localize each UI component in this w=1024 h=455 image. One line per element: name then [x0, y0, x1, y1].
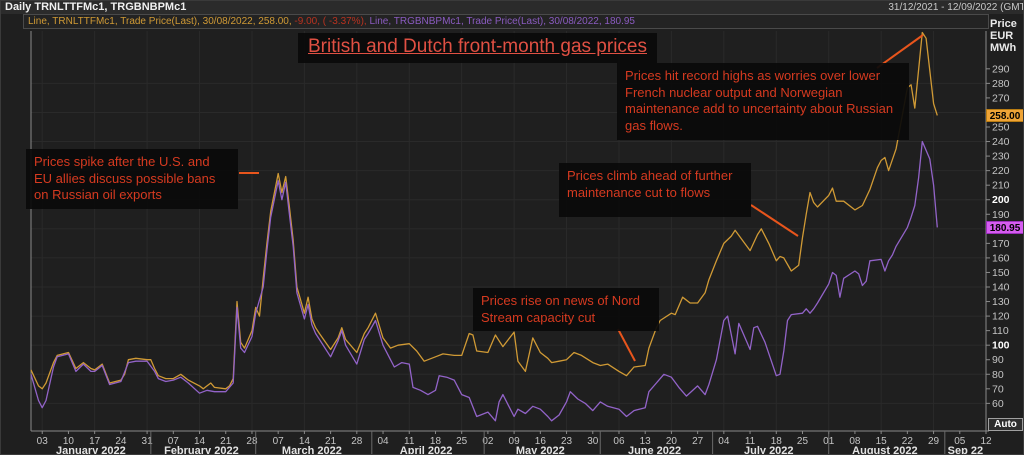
y-tick-label: 190: [992, 209, 1010, 221]
price-axis-header: Price EUR MWh: [990, 18, 1017, 54]
y-tick-label: 290: [992, 63, 1010, 75]
x-tick-label: 07: [273, 436, 285, 447]
x-tick-label: 18: [771, 436, 783, 447]
y-tick-label: 70: [992, 383, 1004, 395]
x-tick-label: 06: [613, 436, 625, 447]
month-label: August 2022: [852, 445, 917, 455]
annotation-oil-ban: Prices spike after the U.S. and EU allie…: [26, 149, 238, 209]
x-tick-label: 08: [849, 436, 861, 447]
x-tick-label: 20: [666, 436, 678, 447]
x-tick-label: 17: [89, 436, 101, 447]
nbp-last-price-badge: 180.95: [986, 221, 1023, 234]
x-tick-label: 28: [246, 436, 258, 447]
x-tick-label: 25: [456, 436, 468, 447]
x-tick-label: 23: [561, 436, 573, 447]
month-label: February 2022: [164, 445, 239, 455]
x-tick-label: 29: [928, 436, 940, 447]
y-tick-label: 80: [992, 369, 1004, 381]
month-label: May 2022: [516, 445, 565, 455]
y-tick-label: 160: [992, 252, 1010, 264]
x-tick-label: 27: [692, 436, 704, 447]
x-tick-label: 03: [37, 436, 49, 447]
y-tick-label: 220: [992, 165, 1010, 177]
x-tick-label: 14: [194, 436, 206, 447]
month-label: June 2022: [628, 445, 681, 455]
annotation-record-highs: Prices hit record highs as worries over …: [617, 63, 909, 140]
x-tick-label: 30: [587, 436, 599, 447]
y-tick-label: 130: [992, 296, 1010, 308]
series-TRNLTTFMc1: [30, 31, 938, 390]
date-range-label: 31/12/2021 - 12/09/2022 (GMT): [888, 2, 1024, 13]
y-tick-label: 140: [992, 282, 1010, 294]
x-tick-label: 25: [797, 436, 809, 447]
y-tick-label: 270: [992, 92, 1010, 104]
auto-scale-button[interactable]: Auto: [988, 418, 1023, 431]
pointer-climb: [750, 204, 799, 237]
y-tick-label: 100: [992, 340, 1010, 352]
x-tick-label: 07: [168, 436, 180, 447]
x-tick-label: 21: [220, 436, 232, 447]
x-tick-label: 05: [954, 436, 966, 447]
legend-ttf-change: -9.00, ( -3.37%),: [291, 16, 367, 27]
legend-ttf: Line, TRNLTTFMc1, Trade Price(Last), 30/…: [28, 16, 292, 27]
y-tick-label: 200: [992, 194, 1010, 206]
y-tick-label: 60: [992, 398, 1004, 410]
x-tick-label: 13: [640, 436, 652, 447]
price-axis-unit-mwh: MWh: [990, 42, 1017, 54]
y-tick-label: 240: [992, 136, 1010, 148]
legend-nbp: Line, TRGBNBPMc1, Trade Price(Last), 30/…: [366, 16, 635, 27]
pointer-record: [876, 34, 924, 69]
month-label: April 2022: [400, 445, 453, 455]
y-tick-label: 230: [992, 151, 1010, 163]
x-tick-label: 10: [63, 436, 75, 447]
y-tick-label: 210: [992, 180, 1010, 192]
legend-bar[interactable]: Line, TRNLTTFMc1, Trade Price(Last), 30/…: [23, 14, 989, 29]
x-tick-label: 04: [377, 436, 389, 447]
x-tick-label: 04: [718, 436, 730, 447]
y-tick-label: 150: [992, 267, 1010, 279]
x-tick-label: 11: [745, 436, 756, 447]
y-tick-label: 250: [992, 122, 1010, 134]
y-tick-label: 280: [992, 78, 1010, 90]
title-bar: [1, 1, 1023, 14]
ttf-last-price-badge: 258.00: [986, 109, 1023, 122]
series-TRGBNBPMc1: [30, 140, 938, 422]
x-tick-label: 09: [509, 436, 521, 447]
chart-title-box: British and Dutch front-month gas prices: [298, 33, 657, 63]
x-tick-label: 22: [902, 436, 914, 447]
month-label: Sep 22: [948, 445, 983, 455]
x-tick-label: 16: [535, 436, 547, 447]
x-tick-label: 02: [482, 436, 494, 447]
x-tick-label: 18: [430, 436, 442, 447]
x-tick-label: 11: [404, 436, 415, 447]
price-axis-title: Price: [990, 18, 1017, 30]
x-tick-label: 31: [142, 436, 154, 447]
x-tick-label: 24: [115, 436, 127, 447]
annotation-nord-stream: Prices rise on news of Nord Stream capac…: [473, 288, 659, 332]
month-label: January 2022: [56, 445, 126, 455]
x-tick-label: 14: [299, 436, 311, 447]
y-tick-label: 120: [992, 311, 1010, 323]
pointer-nord: [617, 328, 636, 362]
chart-instruments-title: Daily TRNLTTFMc1, TRGBNBPMc1: [5, 1, 187, 13]
x-tick-label: 21: [325, 436, 337, 447]
y-tick-label: 110: [992, 325, 1009, 337]
price-axis-unit-eur: EUR: [990, 30, 1014, 42]
month-label: March 2022: [282, 445, 342, 455]
month-label: July 2022: [744, 445, 794, 455]
y-tick-label: 90: [992, 354, 1004, 366]
y-tick-label: 170: [992, 238, 1010, 250]
x-tick-label: 15: [876, 436, 888, 447]
x-tick-label: 28: [351, 436, 363, 447]
x-tick-label: 12: [980, 436, 992, 447]
annotation-maintenance: Prices climb ahead of further maintenanc…: [559, 163, 751, 217]
chart-title: British and Dutch front-month gas prices: [308, 36, 647, 57]
